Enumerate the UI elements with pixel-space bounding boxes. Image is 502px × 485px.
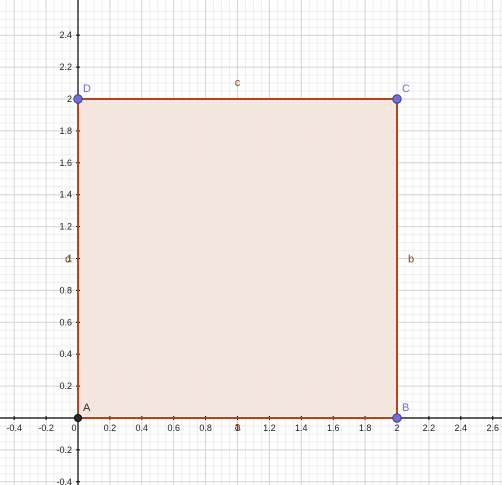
point-label-C: C [402, 83, 410, 95]
point-label-B: B [402, 402, 409, 414]
x-tick-label: 2 [394, 423, 399, 433]
segment-label-b: b [408, 254, 414, 266]
polygon-quad[interactable] [78, 99, 397, 418]
x-tick-label: 1 [235, 423, 240, 433]
x-tick-label: 2.4 [455, 423, 468, 433]
y-tick-label: 1 [67, 254, 72, 264]
y-tick-label: 1.4 [59, 190, 72, 200]
x-tick-label: 1.4 [295, 423, 308, 433]
x-tick-label: 1.6 [327, 423, 340, 433]
y-tick-label: 1.2 [59, 222, 72, 232]
y-tick-label: 1.8 [59, 126, 72, 136]
y-tick-label: -0.2 [56, 445, 72, 455]
y-tick-label: 0.2 [59, 381, 72, 391]
y-tick-label: 1.6 [59, 158, 72, 168]
y-tick-label: 0.8 [59, 285, 72, 295]
point-A[interactable] [74, 414, 82, 422]
tick-labels: -0.4 -0.2 0 0.2 0.4 0.6 0.8 1 1.2 1.4 1.6 1.8 2 2.2 2.… [6, 30, 499, 485]
y-tick-label: 0.6 [59, 317, 72, 327]
x-tick-label: 1.2 [263, 423, 276, 433]
point-D[interactable] [73, 94, 83, 104]
point-label-A: A [83, 402, 91, 414]
point-B[interactable] [392, 413, 402, 423]
y-tick-label: 0.4 [59, 349, 72, 359]
x-tick-label: 0.8 [199, 423, 212, 433]
x-tick-label: 0.4 [136, 423, 149, 433]
x-tick-label: 0.6 [167, 423, 180, 433]
point-label-D: D [83, 83, 91, 95]
y-tick-label: 2.2 [59, 62, 72, 72]
segment-label-d: d [65, 254, 71, 266]
segment-labels: a b c d [65, 77, 414, 433]
segments-layer [77, 98, 398, 419]
x-tick-label: 0 [71, 423, 76, 433]
segment-label-c: c [235, 77, 241, 89]
segment-label-a: a [234, 421, 241, 433]
polygon-layer [78, 99, 397, 418]
y-tick-label: 2 [67, 94, 72, 104]
points-layer: A B C D [73, 83, 410, 423]
x-tick-label: 0.2 [104, 423, 117, 433]
y-tick-label: -0.4 [56, 477, 72, 485]
x-tick-label: 2.6 [486, 423, 499, 433]
point-C[interactable] [392, 94, 402, 104]
x-tick-label: 2.2 [423, 423, 436, 433]
x-tick-label: -0.2 [38, 423, 54, 433]
x-tick-label: -0.4 [6, 423, 22, 433]
x-tick-label: 1.8 [359, 423, 372, 433]
y-tick-label: 2.4 [59, 30, 72, 40]
